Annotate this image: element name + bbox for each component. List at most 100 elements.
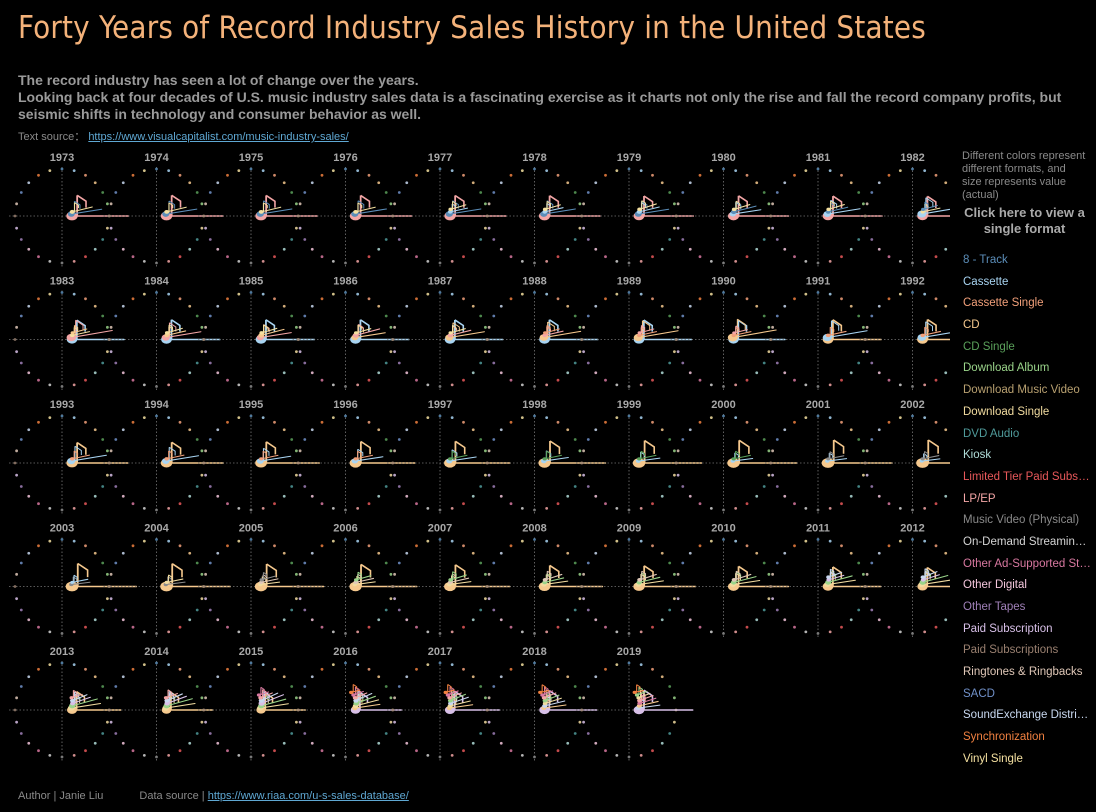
legend-item[interactable]: Paid Subscription [963, 622, 1053, 635]
text-source-link[interactable]: https://www.visualcapitalist.com/music-i… [88, 131, 349, 143]
format-note[interactable] [255, 194, 319, 221]
format-note[interactable] [353, 324, 372, 335]
format-note[interactable] [637, 450, 657, 461]
format-note[interactable] [164, 324, 183, 335]
year-panel[interactable]: 1995 [198, 399, 320, 514]
year-panel[interactable]: 2019 [576, 646, 694, 761]
format-note[interactable] [353, 450, 373, 461]
year-panel[interactable]: 2016 [292, 646, 403, 761]
format-note[interactable] [70, 450, 91, 461]
legend-item[interactable]: Paid Subscriptions [963, 644, 1059, 657]
year-panel[interactable]: 1978 [481, 152, 601, 267]
format-note[interactable] [732, 325, 748, 335]
format-note[interactable] [727, 439, 798, 468]
format-note[interactable] [637, 200, 657, 212]
legend-item[interactable]: Download Album [963, 362, 1050, 375]
format-note[interactable] [259, 324, 278, 335]
year-panel[interactable]: 1989 [576, 276, 693, 391]
format-note[interactable] [919, 453, 941, 463]
format-note[interactable] [543, 324, 560, 335]
year-panel[interactable]: 2014 [103, 646, 214, 761]
format-note[interactable] [164, 202, 187, 214]
legend-item[interactable]: Synchronization [963, 731, 1045, 744]
format-note[interactable] [444, 440, 511, 468]
format-note[interactable] [259, 450, 279, 461]
year-panel[interactable]: 1979 [576, 152, 695, 267]
year-panel[interactable]: 2002 [859, 399, 951, 514]
format-note[interactable] [731, 570, 752, 582]
legend-item[interactable]: Music Video (Physical) [963, 514, 1080, 527]
year-panel[interactable]: 2015 [198, 646, 306, 761]
format-note[interactable] [70, 574, 89, 584]
year-panel[interactable]: 2008 [481, 523, 604, 638]
format-note[interactable] [353, 202, 376, 214]
year-panel[interactable]: 1974 [103, 152, 224, 267]
year-panel[interactable]: 2005 [198, 523, 325, 638]
format-note[interactable] [443, 684, 456, 695]
format-note[interactable] [163, 689, 178, 700]
format-note[interactable] [255, 441, 320, 468]
format-note[interactable] [69, 202, 93, 214]
legend-item[interactable]: Download Music Video [963, 384, 1080, 397]
data-source-link[interactable]: https://www.riaa.com/u-s-sales-database/ [207, 790, 409, 802]
format-note[interactable] [538, 684, 550, 695]
legend-item[interactable]: SoundExchange Distribu.. [963, 709, 1091, 722]
year-panel[interactable]: 2004 [103, 523, 232, 638]
year-panel[interactable]: 1992 [859, 276, 951, 391]
year-panel[interactable]: 1987 [387, 276, 504, 391]
year-panel[interactable]: 1990 [670, 276, 786, 391]
year-panel[interactable]: 1977 [387, 152, 507, 267]
format-note[interactable] [349, 684, 361, 695]
format-note[interactable] [448, 200, 467, 212]
format-note[interactable] [254, 563, 325, 592]
year-panel[interactable]: 1999 [576, 399, 703, 514]
format-note[interactable] [258, 202, 282, 214]
year-panel[interactable]: 1985 [198, 276, 316, 391]
format-note[interactable] [826, 568, 843, 579]
legend-item[interactable]: LP/EP [963, 492, 996, 505]
format-note[interactable] [825, 326, 847, 338]
legend-item[interactable]: Cassette Single [963, 297, 1044, 310]
legend-item[interactable]: DVD Audio [963, 427, 1020, 440]
legend-item[interactable]: Ringtones & Ringbacks [963, 666, 1083, 679]
format-note[interactable] [637, 570, 657, 582]
format-note[interactable] [632, 684, 644, 695]
year-panel[interactable]: 1986 [292, 276, 410, 391]
format-note[interactable] [921, 201, 938, 211]
format-note[interactable] [66, 319, 113, 342]
format-note[interactable] [727, 318, 777, 342]
format-note[interactable] [65, 562, 138, 592]
year-panel[interactable]: 2011 [765, 523, 882, 638]
format-note[interactable] [164, 574, 184, 584]
legend-item[interactable]: Other Tapes [963, 601, 1026, 613]
format-note[interactable] [920, 568, 938, 579]
format-note[interactable] [826, 200, 845, 212]
year-panel[interactable]: 1982 [859, 152, 951, 267]
year-panel[interactable]: 1983 [9, 276, 125, 391]
format-note[interactable] [731, 200, 751, 212]
format-note[interactable] [69, 689, 83, 700]
format-note[interactable] [164, 450, 185, 461]
year-panel[interactable]: 2017 [387, 646, 501, 761]
format-note[interactable] [920, 326, 942, 338]
format-note[interactable] [542, 200, 561, 212]
legend-item[interactable]: On-Demand Streaming (.. [963, 535, 1091, 548]
year-panel[interactable]: 1980 [670, 152, 790, 267]
format-note[interactable] [637, 694, 657, 706]
legend-item[interactable]: CD Single [963, 340, 1015, 353]
legend-item[interactable]: Vinyl Single [963, 752, 1023, 765]
year-panel[interactable]: 2013 [9, 646, 122, 761]
year-panel[interactable]: 2010 [670, 523, 790, 638]
format-note[interactable] [539, 321, 582, 341]
year-panel[interactable]: 1993 [9, 399, 129, 514]
format-note[interactable] [731, 450, 751, 461]
format-note[interactable] [538, 564, 604, 592]
format-note[interactable] [349, 440, 416, 468]
year-panel[interactable]: 1998 [481, 399, 607, 514]
year-panel[interactable]: 1991 [765, 276, 882, 391]
year-panel[interactable]: 2006 [292, 523, 418, 638]
year-panel[interactable]: 2001 [765, 399, 893, 514]
year-panel[interactable]: 1976 [292, 152, 413, 267]
year-panel[interactable]: 2009 [576, 523, 697, 638]
format-note[interactable] [920, 450, 940, 461]
